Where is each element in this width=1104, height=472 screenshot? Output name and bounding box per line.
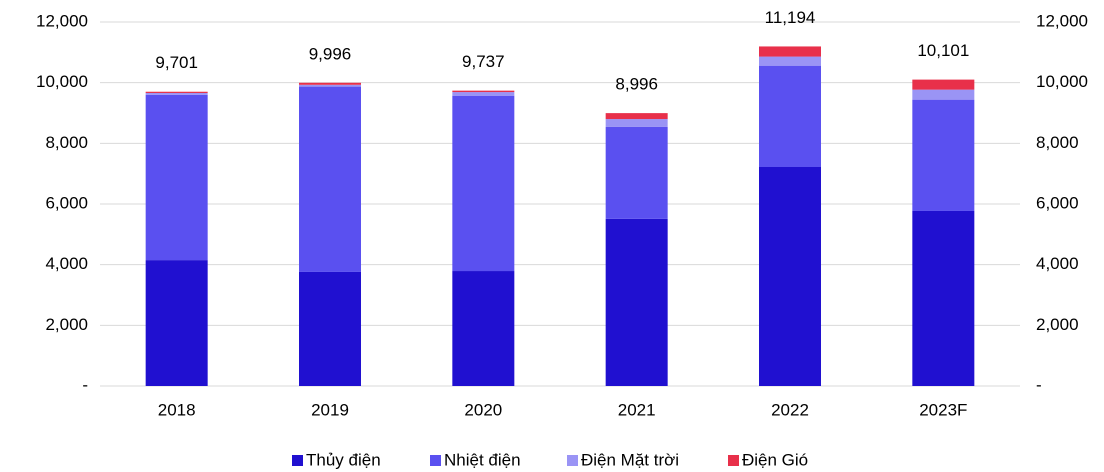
bar-segment [299, 82, 361, 85]
bar-segment [145, 94, 208, 261]
legend-label: Thủy điện [306, 450, 381, 469]
y-tick-label: 2,000 [45, 315, 88, 334]
bar-segment [605, 119, 668, 127]
total-label: 9,701 [155, 53, 198, 72]
legend-swatch [567, 455, 578, 466]
bar-segment [759, 56, 821, 66]
x-tick-label: 2022 [771, 400, 809, 419]
bar-segment [605, 113, 668, 120]
y-tick-label: 8,000 [45, 133, 88, 152]
legend-label: Nhiệt điện [444, 450, 521, 469]
bar-segment [145, 260, 208, 386]
y-tick-label: 6,000 [45, 193, 88, 212]
y-tick-label: - [82, 375, 88, 394]
bar-segment [452, 92, 515, 96]
bar-segment [912, 210, 975, 386]
bar-segment [452, 95, 515, 272]
bar-segment [912, 89, 975, 100]
bar-segment [299, 84, 361, 87]
legend-swatch [430, 455, 441, 466]
bar-segment [299, 86, 361, 272]
y2-tick-label: 12,000 [1036, 11, 1088, 30]
y2-tick-label: 6,000 [1036, 193, 1079, 212]
legend-label: Điện Mặt trời [581, 450, 679, 469]
x-tick-label: 2018 [158, 400, 196, 419]
total-label: 9,996 [309, 44, 352, 63]
x-tick-label: 2023F [919, 400, 967, 419]
legend-label: Điện Gió [742, 450, 808, 469]
bar-segment [145, 91, 208, 93]
bar-segment [759, 166, 821, 386]
bar-segment [912, 99, 975, 211]
bar-segment [452, 90, 515, 93]
bar-segment [605, 126, 668, 219]
y-tick-label: 10,000 [36, 72, 88, 91]
bar-segment [145, 92, 208, 95]
bar-segment [452, 271, 515, 386]
x-tick-label: 2019 [311, 400, 349, 419]
y2-tick-label: 2,000 [1036, 315, 1079, 334]
total-label: 8,996 [615, 75, 658, 94]
y2-tick-label: 4,000 [1036, 254, 1079, 273]
y2-tick-label: - [1036, 375, 1042, 394]
y2-tick-label: 8,000 [1036, 133, 1079, 152]
bar-segment [759, 65, 821, 167]
legend-swatch [292, 455, 303, 466]
x-tick-label: 2020 [464, 400, 502, 419]
bar-segment [759, 46, 821, 57]
total-label: 9,737 [462, 52, 505, 71]
x-tick-label: 2021 [618, 400, 656, 419]
y-tick-label: 12,000 [36, 11, 88, 30]
y-tick-label: 4,000 [45, 254, 88, 273]
bar-segment [912, 79, 975, 90]
legend-swatch [728, 455, 739, 466]
total-label: 11,194 [765, 8, 816, 27]
bar-segment [605, 218, 668, 386]
bar-segment [299, 271, 361, 386]
total-label: 10,101 [917, 41, 969, 60]
y2-tick-label: 10,000 [1036, 72, 1088, 91]
